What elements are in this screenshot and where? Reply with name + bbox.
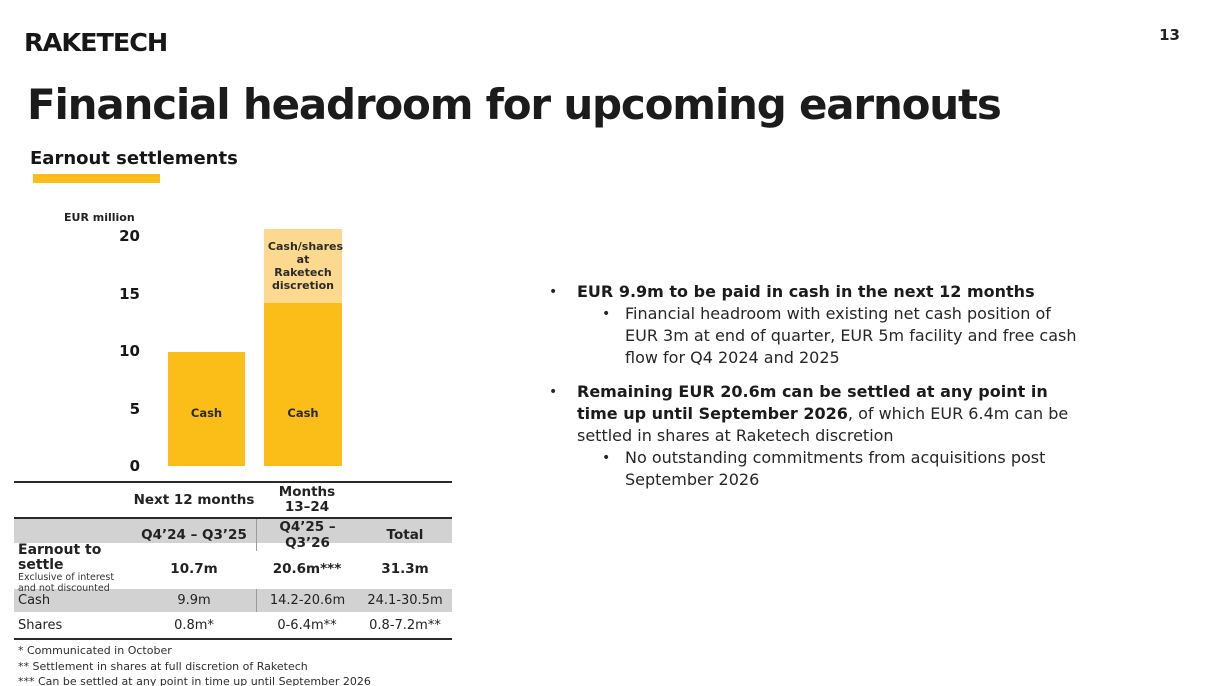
cash-total-value: 24.1-30.5m xyxy=(367,593,443,608)
bullet2-bold-text: Remaining EUR 20.6m can be settled at an… xyxy=(577,382,1048,423)
chart-unit-label: EUR million xyxy=(64,211,135,224)
bullet-remaining-earnouts: • Remaining EUR 20.6m can be settled at … xyxy=(545,381,1085,447)
earnout-total-value: 31.3m xyxy=(381,560,429,577)
earnout-label-title: Earnout to settle xyxy=(18,542,102,573)
cash-row-label: Cash xyxy=(18,593,51,608)
table-footnotes: * Communicated in October ** Settlement … xyxy=(18,643,371,686)
y-tick-label: 0 xyxy=(129,457,140,475)
table-quarter-header-row: Q4’24 – Q3’25 Q4’25 – Q3’26 Total xyxy=(14,519,452,551)
quarter-header-q424-q325: Q4’24 – Q3’25 xyxy=(141,527,247,543)
earnout-next12-value: 10.7m xyxy=(170,560,218,577)
group-header-empty-2 xyxy=(358,483,452,517)
subbullet-no-outstanding-commitments: • No outstanding commitments from acquis… xyxy=(545,447,1085,491)
bar2-discretion-segment: Cash/shares at Raketech discretion xyxy=(264,229,344,303)
spacer xyxy=(545,369,1085,381)
group-header-months-13-24: Months 13–24 xyxy=(278,484,336,515)
shares-total-value: 0.8-7.2m** xyxy=(369,617,441,633)
footnote-2: ** Settlement in shares at full discreti… xyxy=(18,659,308,673)
page-title: Financial headroom for upcoming earnouts xyxy=(27,80,1002,129)
subbullet-financial-headroom: • Financial headroom with existing net c… xyxy=(545,303,1085,369)
y-tick-label: 10 xyxy=(119,342,140,360)
y-tick-label: 5 xyxy=(129,399,140,418)
table-row-shares: Shares 0.8m* 0-6.4m** 0.8-7.2m** xyxy=(14,612,452,640)
shares-next12-value: 0.8m* xyxy=(174,617,214,633)
earnout-bar-chart: Cash Cash/shares at Raketech discretion … xyxy=(150,226,410,466)
bar2-cash-label: Cash xyxy=(287,406,319,420)
subbullet1-text: Financial headroom with existing net cas… xyxy=(625,304,1077,367)
bullet-dot-icon: • xyxy=(602,450,611,466)
y-tick-label: 15 xyxy=(119,284,140,303)
bullet2-rest-text: , of which EUR 6.4m can be settled in sh… xyxy=(577,404,1069,445)
bar1-cash-label: Cash xyxy=(190,406,223,420)
y-tick-label: 20 xyxy=(119,227,140,245)
group-header-next-12-months: Next 12 months xyxy=(133,492,255,508)
bullet-cash-next-12-months: • EUR 9.9m to be paid in cash in the nex… xyxy=(545,281,1085,303)
bar2-cash-segment xyxy=(264,302,342,466)
quarter-header-q425-q326: Q4’25 – Q3’26 xyxy=(256,519,358,551)
raketech-logo: RAKETECH xyxy=(24,28,168,57)
bar-next-12-months: Cash xyxy=(168,352,245,466)
quarter-header-total: Total xyxy=(386,527,424,543)
bar2-discretion-label: Cash/shares at Raketech discretion xyxy=(267,239,344,292)
shares-row-label: Shares xyxy=(18,617,63,633)
bullet-dot-icon: • xyxy=(602,306,611,322)
footnote-1: * Communicated in October xyxy=(18,644,172,657)
page-number: 13 xyxy=(1159,26,1180,44)
earnout-table: Next 12 months Months 13–24 Q4’24 – Q3’2… xyxy=(14,481,452,640)
footnote-3: *** Can be settled at any point in time … xyxy=(18,675,371,686)
shares-months1324-value: 0-6.4m** xyxy=(277,617,337,633)
y-axis: 0 5 10 15 20 xyxy=(95,226,140,475)
bullet1-bold-text: EUR 9.9m to be paid in cash in the next … xyxy=(577,282,1035,301)
bar-months-13-24: Cash/shares at Raketech discretion Cash xyxy=(264,229,344,466)
table-group-header-row: Next 12 months Months 13–24 xyxy=(14,481,452,519)
subbullet2-text: No outstanding commitments from acquisit… xyxy=(625,448,1046,489)
bullet-dot-icon: • xyxy=(549,284,558,300)
earnout-label-note: Exclusive of interest and not discounted xyxy=(18,572,115,594)
bar1-cash-segment xyxy=(168,352,245,466)
section-heading: Earnout settlements xyxy=(30,148,238,169)
key-points: • EUR 9.9m to be paid in cash in the nex… xyxy=(545,281,1085,491)
earnout-months1324-value: 20.6m*** xyxy=(272,560,342,577)
bullet-dot-icon: • xyxy=(549,384,558,400)
cash-months1324-value: 14.2-20.6m xyxy=(256,589,358,612)
earnout-row-label: Earnout to settle Exclusive of interest … xyxy=(14,543,132,594)
cash-next12-value: 9.9m xyxy=(177,593,211,608)
group-header-empty xyxy=(14,483,132,517)
table-row-earnout-to-settle: Earnout to settle Exclusive of interest … xyxy=(14,543,452,594)
table-row-cash: Cash 9.9m 14.2-20.6m 24.1-30.5m xyxy=(14,589,452,612)
heading-underline-bar xyxy=(33,174,160,183)
